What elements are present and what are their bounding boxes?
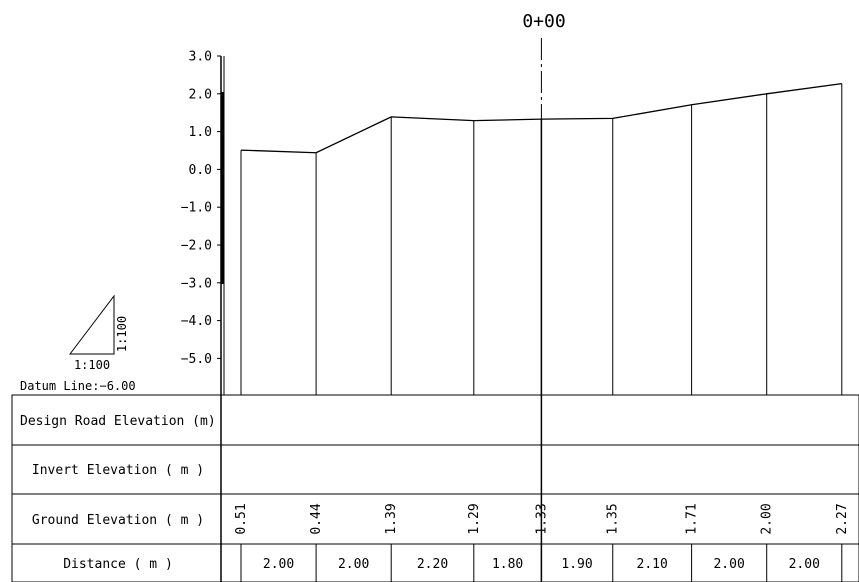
distance-value: 1.80 — [492, 557, 523, 572]
distance-value: 2.00 — [789, 557, 820, 572]
distance-value: 2.20 — [417, 557, 448, 572]
axis-tick-label: 2.0 — [189, 87, 212, 102]
distance-value: 2.00 — [338, 557, 369, 572]
row-label-design-road-elevation: Design Road Elevation (m) — [20, 414, 216, 429]
axis-tick-label: −3.0 — [181, 276, 212, 291]
row-label-distance: Distance ( m ) — [63, 557, 173, 572]
ground-elevation-value: 1.29 — [467, 503, 482, 534]
axis-tick-label: 0.0 — [189, 163, 212, 178]
vertical-scale-label: 1:100 — [115, 316, 129, 352]
elevation-axis: 3.0 2.0 1.0 0.0 −1.0 −2.0 −3.0 −4.0 −5.0 — [181, 50, 225, 395]
scale-indicator: 1:100 1:100 Datum Line:−6.00 — [20, 294, 136, 393]
ground-profile — [240, 82, 843, 395]
ground-elevation-value: 0.44 — [309, 503, 324, 534]
ground-elevation-value: 1.33 — [534, 503, 549, 534]
station-label: 0+00 — [522, 11, 565, 32]
axis-tick-label: −1.0 — [181, 201, 212, 216]
ground-elevation-value: 1.39 — [384, 503, 399, 534]
axis-tick-label: −4.0 — [181, 314, 212, 329]
distance-value: 1.90 — [561, 557, 592, 572]
ground-elevation-value: 0.51 — [234, 503, 249, 534]
axis-tick-label: 3.0 — [189, 50, 212, 65]
axis-tick-label: −2.0 — [181, 239, 212, 254]
table-cells: 0.51 0.44 1.39 1.29 1.33 1.35 1.71 2.00 2.27 2.00… — [234, 503, 850, 582]
profile-table: Design Road Elevation (m) Invert Elevati… — [11, 394, 859, 582]
distance-value: 2.00 — [263, 557, 294, 572]
ground-elevation-value: 1.71 — [685, 503, 700, 534]
distance-value: 2.00 — [713, 557, 744, 572]
ground-elevation-value: 2.27 — [835, 503, 850, 534]
horizontal-scale-label: 1:100 — [74, 358, 110, 372]
ground-elevation-value: 2.00 — [760, 503, 775, 534]
row-label-ground-elevation: Ground Elevation ( m ) — [32, 513, 204, 528]
axis-tick-label: 1.0 — [189, 125, 212, 140]
table-frame — [11, 394, 859, 582]
row-label-invert-elevation: Invert Elevation ( m ) — [32, 463, 204, 478]
axis-tick-label: −5.0 — [181, 352, 212, 367]
ground-line — [240, 82, 842, 154]
ground-elevation-value: 1.35 — [606, 503, 621, 534]
datum-line-label: Datum Line:−6.00 — [20, 379, 136, 393]
scale-triangle — [68, 294, 115, 355]
distance-value: 2.10 — [637, 557, 668, 572]
